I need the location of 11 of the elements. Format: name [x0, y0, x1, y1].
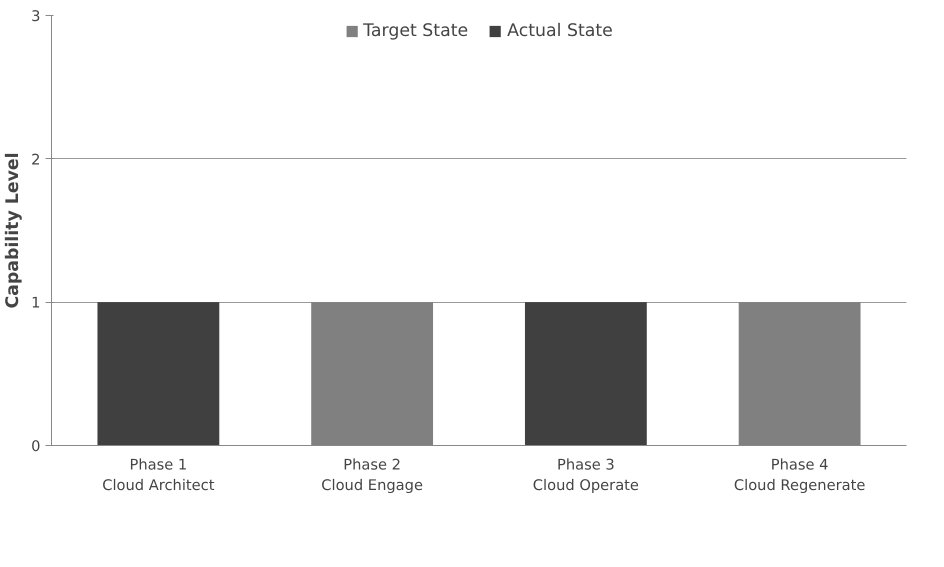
y-tick-label: 0	[31, 438, 41, 455]
x-tick-label: Phase 2 Cloud Engage	[321, 456, 423, 494]
x-tick-label: Phase 1 Cloud Architect	[102, 456, 215, 494]
legend-label: Actual State	[507, 21, 613, 41]
y-tick-label: 1	[31, 294, 41, 312]
y-tick-label: 3	[31, 8, 41, 25]
y-axis-title: Capability Level	[3, 152, 24, 309]
x-tick-label: Phase 3 Cloud Operate	[532, 456, 639, 494]
x-tick-label: Phase 4 Cloud Regenerate	[734, 456, 866, 494]
legend-label: Target State	[363, 21, 468, 41]
y-tick-label: 2	[31, 151, 41, 168]
